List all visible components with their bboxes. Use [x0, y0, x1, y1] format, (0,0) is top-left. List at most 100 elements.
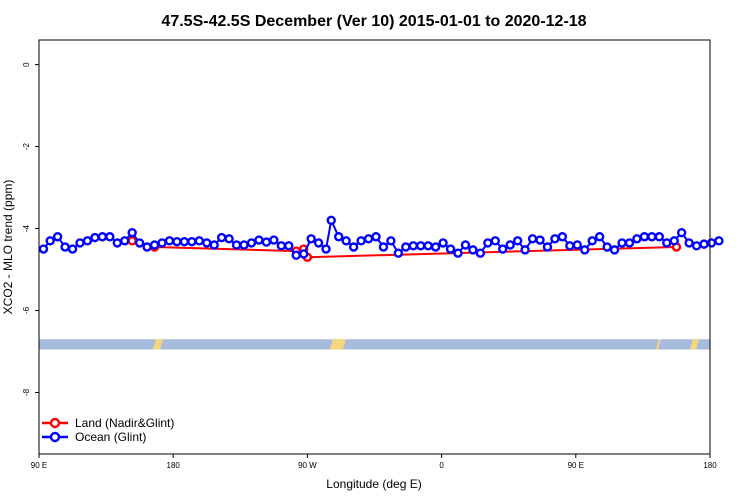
x-tick-label: 90 E: [568, 461, 584, 470]
data-point: [127, 227, 137, 238]
data-point: [527, 234, 538, 244]
data-point: [216, 232, 227, 243]
data-point: [291, 250, 301, 260]
data-point: [269, 235, 279, 245]
data-point: [416, 241, 426, 251]
x-axis-label: Longitude (deg E): [326, 477, 421, 491]
data-point: [120, 236, 130, 246]
data-point: [662, 238, 672, 248]
data-point: [430, 242, 441, 252]
data-point: [348, 242, 359, 252]
data-point: [82, 236, 93, 246]
data-point: [565, 241, 575, 251]
data-point: [438, 238, 448, 248]
data-point: [231, 240, 242, 250]
data-point: [520, 245, 530, 255]
y-axis: 0 -2 -4 -6 -8: [22, 62, 39, 396]
data-point: [334, 232, 344, 242]
data-point: [142, 242, 152, 252]
y-tick-label: -8: [22, 388, 31, 396]
data-point: [602, 242, 612, 252]
data-point: [669, 236, 679, 246]
data-point: [172, 236, 182, 247]
data-point: [105, 232, 115, 242]
data-point: [276, 241, 287, 251]
plot-frame: [38, 39, 711, 455]
data-point: [254, 235, 264, 245]
data-point: [261, 237, 272, 247]
data-point: [284, 241, 294, 251]
data-point: [475, 248, 486, 258]
data-point: [298, 249, 309, 259]
data-point: [97, 232, 108, 242]
legend-swatch-marker: [49, 431, 61, 443]
data-point: [609, 245, 620, 255]
x-tick-label: 180: [167, 461, 181, 470]
data-point: [587, 236, 597, 246]
legend-swatch-marker: [49, 417, 61, 429]
data-point: [179, 236, 190, 247]
data-point: [306, 234, 316, 244]
chart-title: 47.5S-42.5S December (Ver 10) 2015-01-01…: [161, 13, 586, 30]
y-axis-label: XCO2 - MLO trend (ppm): [1, 180, 15, 315]
y-tick-label: 0: [22, 62, 31, 67]
land-mask-strip: [39, 339, 710, 350]
data-point: [209, 240, 219, 250]
data-point: [714, 236, 724, 246]
data-point: [512, 236, 523, 246]
data-point: [134, 238, 145, 248]
data-point: [378, 242, 389, 252]
data-point: [371, 232, 381, 242]
y-tick-label: -4: [22, 224, 31, 232]
data-point: [313, 238, 324, 248]
data-point: [572, 240, 582, 250]
data-point: [460, 240, 471, 250]
data-point: [52, 232, 63, 242]
data-point: [401, 242, 411, 252]
data-point: [676, 227, 687, 238]
data-point: [246, 238, 257, 248]
data-point: [202, 238, 212, 248]
data-point: [393, 248, 404, 258]
land-segment-4: [690, 339, 699, 350]
data-point: [423, 241, 433, 251]
data-point: [483, 238, 493, 248]
land-segment-1: [153, 339, 163, 350]
x-tick-label: 180: [703, 461, 717, 470]
data-point: [224, 234, 234, 244]
data-point: [45, 236, 55, 246]
data-point: [691, 241, 702, 251]
series-layer: [38, 215, 724, 262]
data-point: [706, 238, 717, 248]
data-point: [445, 244, 456, 254]
data-point: [38, 244, 49, 254]
data-point: [239, 240, 249, 250]
data-point: [557, 232, 568, 242]
data-point: [363, 234, 374, 244]
data-point: [654, 232, 665, 242]
data-point: [60, 242, 70, 252]
data-point: [639, 232, 650, 242]
series-1: [38, 215, 724, 260]
y-tick-label: -2: [22, 142, 31, 150]
data-point: [647, 232, 657, 242]
data-point: [157, 238, 167, 248]
x-axis: 90 E 180 90 W 0 90 E 180: [31, 454, 717, 470]
data-point: [326, 215, 336, 226]
legend: Land (Nadir&Glint)Ocean (Glint): [42, 416, 174, 444]
data-point: [408, 241, 418, 251]
data-point: [187, 236, 197, 247]
data-point: [550, 234, 560, 244]
data-point: [505, 240, 515, 250]
data-point: [453, 248, 463, 258]
data-point: [699, 239, 709, 249]
y-tick-label: -6: [22, 306, 31, 314]
legend-label: Land (Nadir&Glint): [75, 416, 174, 430]
x-tick-label: 90 E: [31, 461, 47, 470]
data-point: [594, 232, 605, 242]
data-point: [542, 242, 553, 252]
ocean-strip: [39, 339, 710, 350]
land-segment-2: [330, 339, 346, 350]
data-point: [490, 236, 500, 246]
